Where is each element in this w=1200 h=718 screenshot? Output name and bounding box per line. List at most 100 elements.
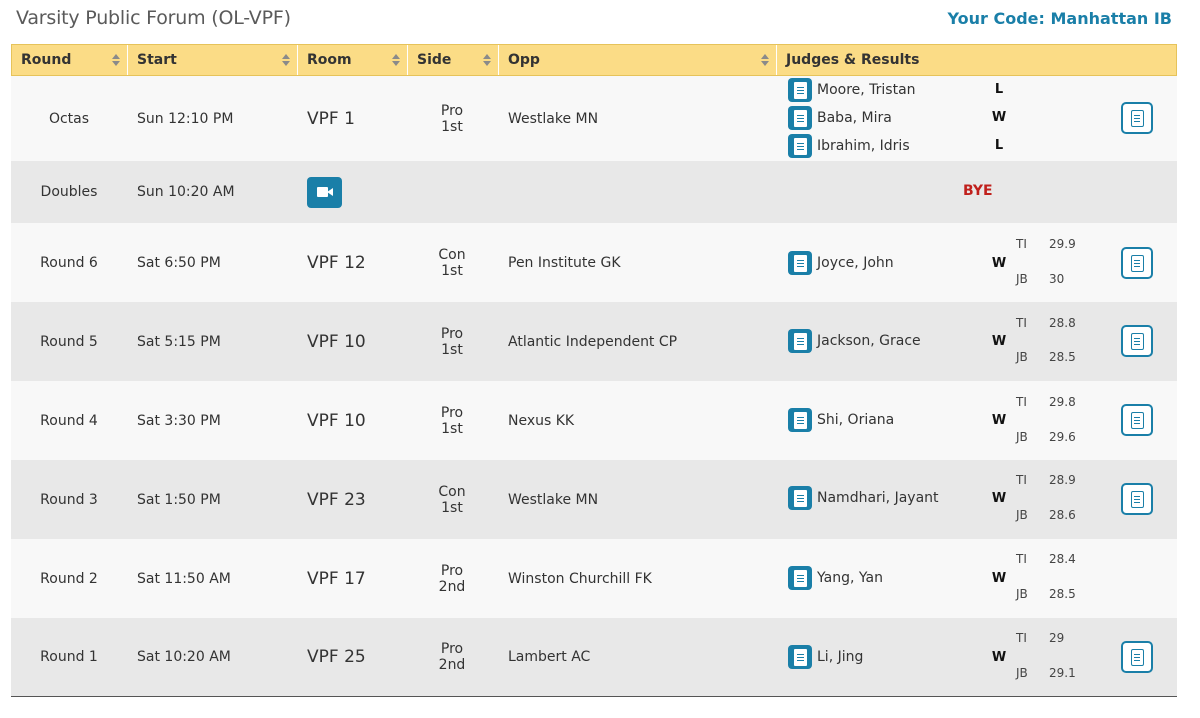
column-header-start[interactable]: Start: [128, 45, 298, 75]
document-icon[interactable]: [788, 329, 812, 353]
judge-name[interactable]: Jackson, Grace: [817, 333, 921, 349]
judge-entry: Baba, Mira: [788, 106, 892, 130]
speaking-order: 1st: [441, 118, 463, 135]
rounds-table: Round Start Room Side Opp Judges & Resul…: [11, 44, 1177, 697]
document-icon[interactable]: [788, 486, 812, 510]
judge-name[interactable]: Baba, Mira: [817, 110, 892, 126]
start-cell: Sat 1:50 PM: [137, 491, 221, 508]
judge-result: W: [991, 334, 1007, 349]
speaker-label: JB: [1016, 272, 1028, 286]
room-cell: VPF 10: [307, 331, 366, 352]
speaker-label: JB: [1016, 666, 1028, 680]
table-row: Round 2 Sat 11:50 AM VPF 17 Pro 2nd Winst…: [11, 539, 1177, 618]
judge-name[interactable]: Li, Jing: [817, 649, 864, 665]
column-header-room[interactable]: Room: [298, 45, 408, 75]
judge-entry: Yang, Yan: [788, 566, 883, 590]
ballot-document-icon: [1130, 254, 1144, 272]
column-header-round[interactable]: Round: [12, 45, 128, 75]
column-header-opp[interactable]: Opp: [499, 45, 777, 75]
ballot-button[interactable]: [1121, 247, 1153, 279]
video-camera-icon: [317, 187, 333, 197]
table-row: Round 6 Sat 6:50 PM VPF 12 Con 1st Pen In…: [11, 223, 1177, 302]
opponent-cell: Westlake MN: [508, 491, 599, 508]
speaker-points: 28.8: [1049, 316, 1076, 330]
judge-entry: Moore, Tristan: [788, 78, 916, 102]
side-label: Con: [438, 246, 466, 263]
speaker-points: 28.5: [1049, 587, 1076, 601]
sort-arrows-icon: [761, 54, 769, 66]
column-header-label: Start: [137, 52, 177, 68]
table-row: Round 3 Sat 1:50 PM VPF 23 Con 1st Westla…: [11, 460, 1177, 539]
judge-result: L: [994, 138, 1004, 153]
speaker-label: TI: [1016, 316, 1027, 330]
speaking-order: 1st: [441, 420, 463, 437]
room-cell: VPF 17: [307, 568, 366, 589]
judge-name[interactable]: Yang, Yan: [817, 570, 883, 586]
ballot-button[interactable]: [1121, 641, 1153, 673]
document-icon[interactable]: [788, 134, 812, 158]
speaker-label: TI: [1016, 237, 1027, 251]
bye-label: BYE: [963, 183, 993, 199]
document-icon[interactable]: [788, 645, 812, 669]
round-cell: Doubles: [40, 184, 98, 200]
table-row: Round 1 Sat 10:20 AM VPF 25 Pro 2nd Lambe…: [11, 618, 1177, 696]
ballot-button[interactable]: [1121, 483, 1153, 515]
your-code-label: Your Code: Manhattan IB: [947, 9, 1172, 28]
judge-result: W: [991, 650, 1007, 665]
opponent-cell: Winston Churchill FK: [508, 570, 652, 587]
start-cell: Sat 10:20 AM: [137, 649, 231, 665]
side-cell: Pro 2nd: [407, 618, 497, 696]
side-label: Pro: [440, 102, 464, 119]
sort-arrows-icon: [282, 54, 290, 66]
document-icon[interactable]: [788, 408, 812, 432]
ballot-button[interactable]: [1121, 404, 1153, 436]
judge-name[interactable]: Moore, Tristan: [817, 82, 916, 98]
table-row: Octas Sun 12:10 PM VPF 1 Pro 1st Westlake…: [11, 76, 1177, 161]
document-icon[interactable]: [788, 106, 812, 130]
speaker-points: 29.9: [1049, 237, 1076, 251]
document-icon[interactable]: [788, 251, 812, 275]
side-cell: Pro 1st: [407, 302, 497, 381]
side-cell: Pro 1st: [407, 381, 497, 460]
round-cell: Round 5: [40, 333, 98, 350]
opponent-cell: Lambert AC: [508, 649, 591, 665]
column-header-side[interactable]: Side: [408, 45, 499, 75]
side-cell: Pro 2nd: [407, 539, 497, 618]
video-room-button[interactable]: [307, 176, 342, 208]
judge-result: W: [991, 413, 1007, 428]
speaker-label: TI: [1016, 473, 1027, 487]
judge-entry: Joyce, John: [788, 251, 894, 275]
document-icon[interactable]: [788, 566, 812, 590]
judge-name[interactable]: Namdhari, Jayant: [817, 490, 939, 506]
ballot-button[interactable]: [1121, 102, 1153, 134]
ballot-document-icon: [1130, 648, 1144, 666]
side-cell: Pro 1st: [407, 76, 497, 161]
speaker-points: 28.6: [1049, 508, 1076, 522]
judge-entry: Li, Jing: [788, 645, 863, 669]
side-label: Pro: [440, 325, 464, 342]
document-icon[interactable]: [788, 78, 812, 102]
judge-name[interactable]: Ibrahim, Idris: [817, 138, 910, 154]
judge-entry: Ibrahim, Idris: [788, 134, 910, 158]
room-cell: [307, 161, 407, 223]
judge-entry: Shi, Oriana: [788, 408, 894, 432]
speaking-order: 2nd: [438, 657, 466, 673]
judge-name[interactable]: Joyce, John: [817, 255, 894, 271]
page-header: Varsity Public Forum (OL-VPF) Your Code:…: [0, 0, 1200, 44]
round-cell: Round 1: [40, 649, 98, 665]
side-label: Pro: [440, 562, 464, 579]
speaker-label: TI: [1016, 631, 1027, 645]
table-row: Doubles Sun 10:20 AM BYE: [11, 161, 1177, 223]
ballot-button[interactable]: [1121, 325, 1153, 357]
room-cell: VPF 12: [307, 252, 366, 273]
room-cell: VPF 10: [307, 410, 366, 431]
page-title: Varsity Public Forum (OL-VPF): [16, 7, 291, 29]
column-header-label: Room: [307, 52, 352, 68]
speaking-order: 1st: [441, 341, 463, 358]
speaker-points: 28.4: [1049, 552, 1076, 566]
judge-name[interactable]: Shi, Oriana: [817, 412, 895, 428]
judge-result: W: [991, 571, 1007, 586]
start-cell: Sun 10:20 AM: [137, 184, 235, 200]
sort-arrows-icon: [112, 54, 120, 66]
opponent-cell: Atlantic Independent CP: [508, 333, 678, 350]
